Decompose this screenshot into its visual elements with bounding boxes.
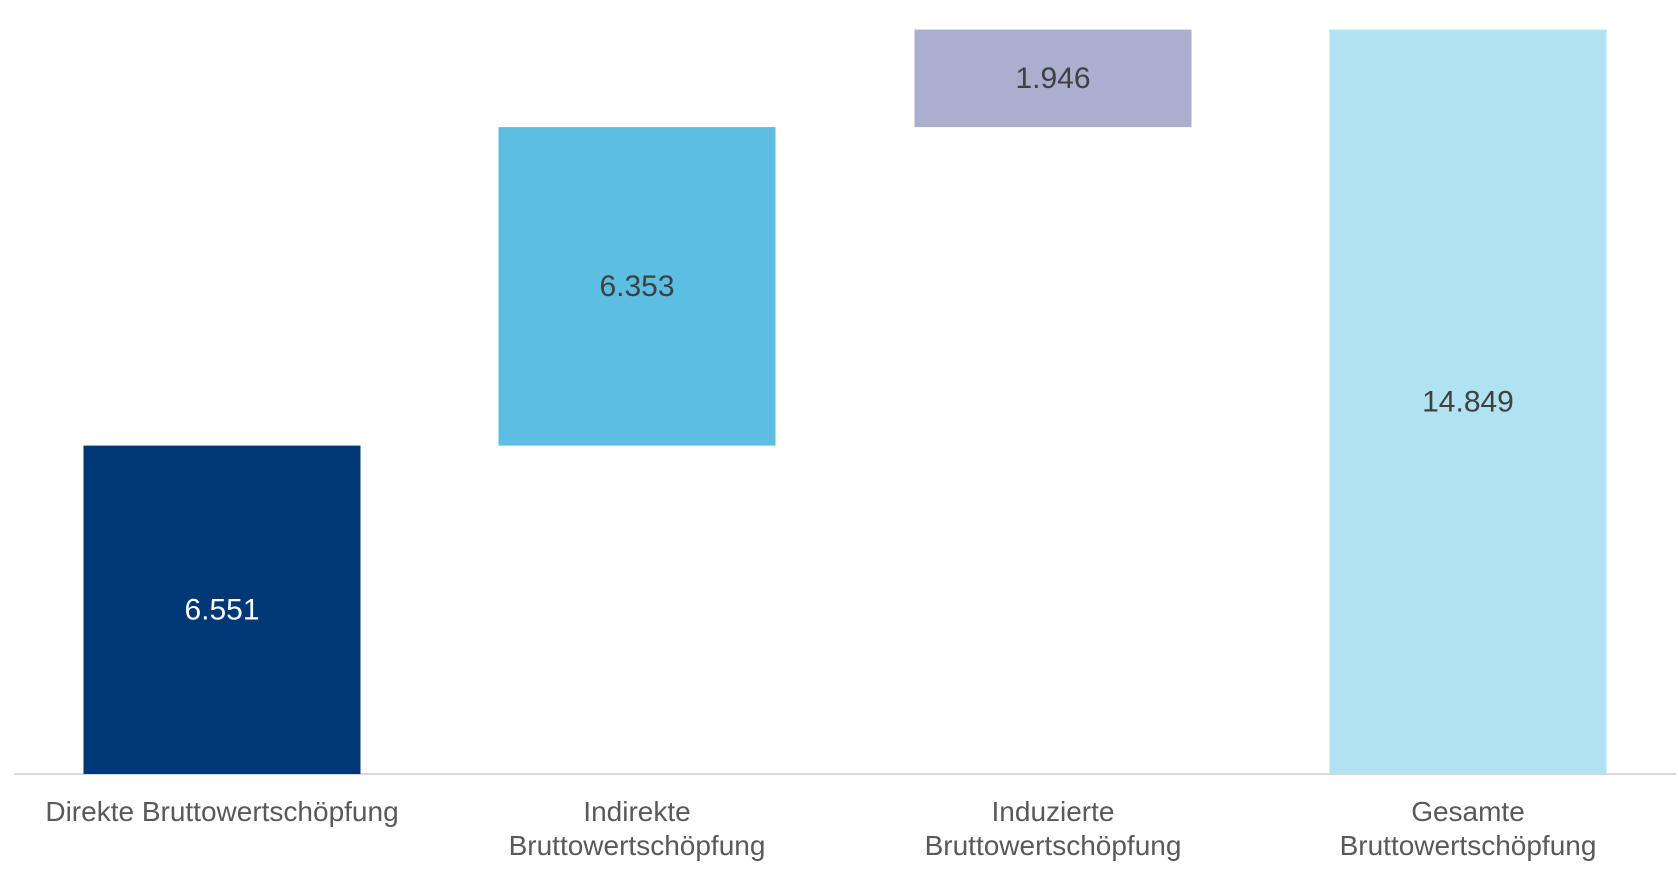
category-label-4: Gesamte Bruttowertschöpfung [1339,796,1597,861]
value-label-4: 14.849 [1422,385,1514,418]
value-label-1: 6.551 [184,593,259,626]
value-label-2: 6.353 [599,270,674,303]
category-label-3: Induzierte Bruttowertschöpfung [924,796,1182,861]
bar-4 [1329,29,1607,775]
value-label-3: 1.946 [1015,62,1090,95]
category-label-2: Indirekte Bruttowertschöpfung [508,796,766,861]
bar-1 [83,445,361,774]
bar-3 [914,29,1192,128]
bar-2 [498,127,776,446]
category-label-1: Direkte Bruttowertschöpfung [45,796,399,827]
